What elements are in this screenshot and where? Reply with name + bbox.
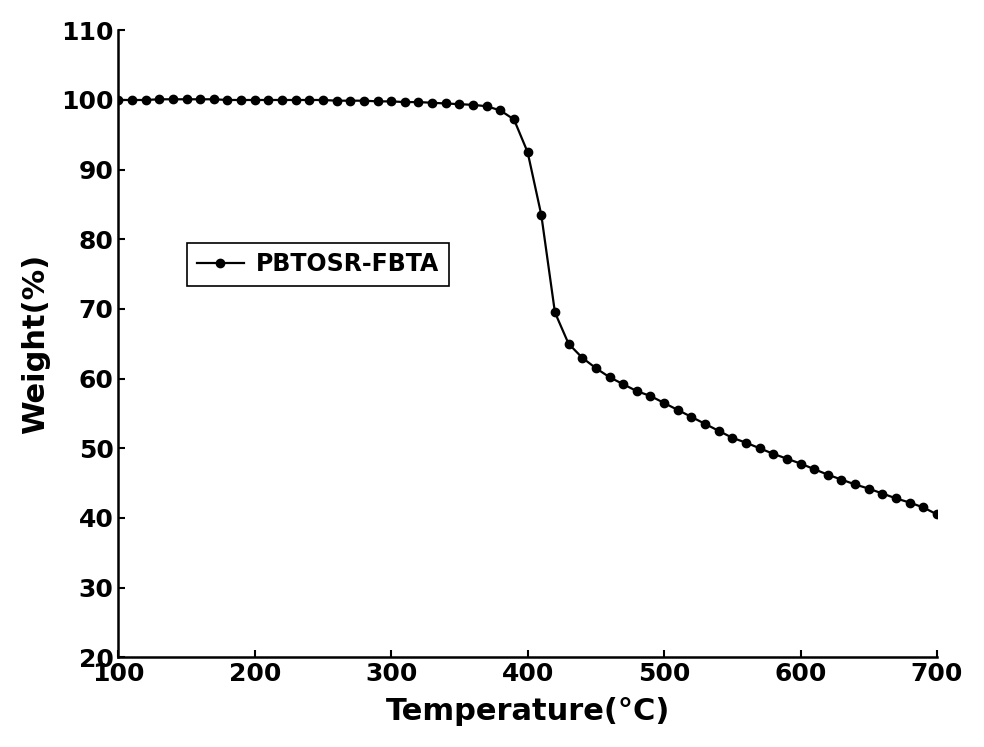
PBTOSR-FBTA [112,96,124,105]
PBTOSR-FBTA [617,379,629,388]
Legend: PBTOSR-FBTA: PBTOSR-FBTA [187,243,449,285]
Line: PBTOSR-FBTA: PBTOSR-FBTA [114,95,941,518]
PBTOSR-FBTA [835,475,847,484]
PBTOSR-FBTA [154,95,165,104]
PBTOSR-FBTA [931,510,943,519]
PBTOSR-FBTA [412,98,424,107]
PBTOSR-FBTA [317,96,329,105]
X-axis label: Temperature(°C): Temperature(°C) [386,697,670,726]
PBTOSR-FBTA [563,339,575,348]
PBTOSR-FBTA [289,96,301,105]
Y-axis label: Weight(%): Weight(%) [21,254,50,434]
